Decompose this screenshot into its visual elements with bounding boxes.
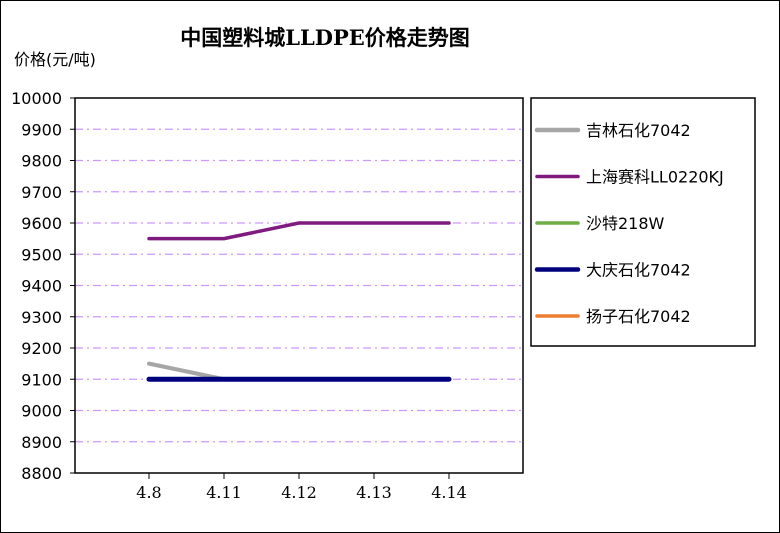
- y-tick-label: 9800: [21, 152, 62, 171]
- legend-items: 吉林石化7042 上海赛科LL0220KJ 沙特218W 大庆石化7042 扬子石化70…: [534, 121, 724, 326]
- y-tick-label: 10000: [11, 89, 62, 108]
- y-axis-ticks: 10000 9900 9800 9700 9600 9500 9400 9300 9200 910…: [11, 89, 75, 483]
- x-tick-label: 4.13: [356, 483, 392, 502]
- y-tick-label: 9700: [21, 183, 62, 202]
- legend-label: 沙特218W: [586, 214, 665, 233]
- x-tick-label: 4.14: [431, 483, 467, 502]
- y-tick-label: 9500: [21, 245, 62, 264]
- chart-title: 中国塑料城LLDPE价格走势图: [180, 25, 470, 50]
- y-tick-label: 8900: [21, 433, 62, 452]
- legend-label: 吉林石化7042: [586, 121, 691, 140]
- y-tick-label: 8800: [21, 464, 62, 483]
- x-tick-label: 4.11: [206, 483, 242, 502]
- x-axis-ticks: 4.8 4.11 4.12 4.13 4.14: [136, 473, 467, 502]
- x-tick-label: 4.8: [136, 483, 161, 502]
- legend-label: 扬子石化7042: [586, 307, 691, 326]
- y-tick-label: 9600: [21, 214, 62, 233]
- legend-label: 大庆石化7042: [586, 261, 691, 280]
- y-tick-label: 9000: [21, 402, 62, 421]
- y-tick-label: 9400: [21, 277, 62, 296]
- gridlines: [75, 128, 523, 443]
- y-axis-label: 价格(元/吨): [14, 50, 96, 69]
- series-line-1: [147, 221, 451, 241]
- y-tick-label: 9300: [21, 308, 62, 327]
- series-lines: [146, 221, 452, 382]
- legend-label: 上海赛科LL0220KJ: [586, 168, 724, 187]
- y-tick-label: 9200: [21, 339, 62, 358]
- x-tick-label: 4.12: [281, 483, 317, 502]
- y-tick-label: 9900: [21, 120, 62, 139]
- y-tick-label: 9100: [21, 370, 62, 389]
